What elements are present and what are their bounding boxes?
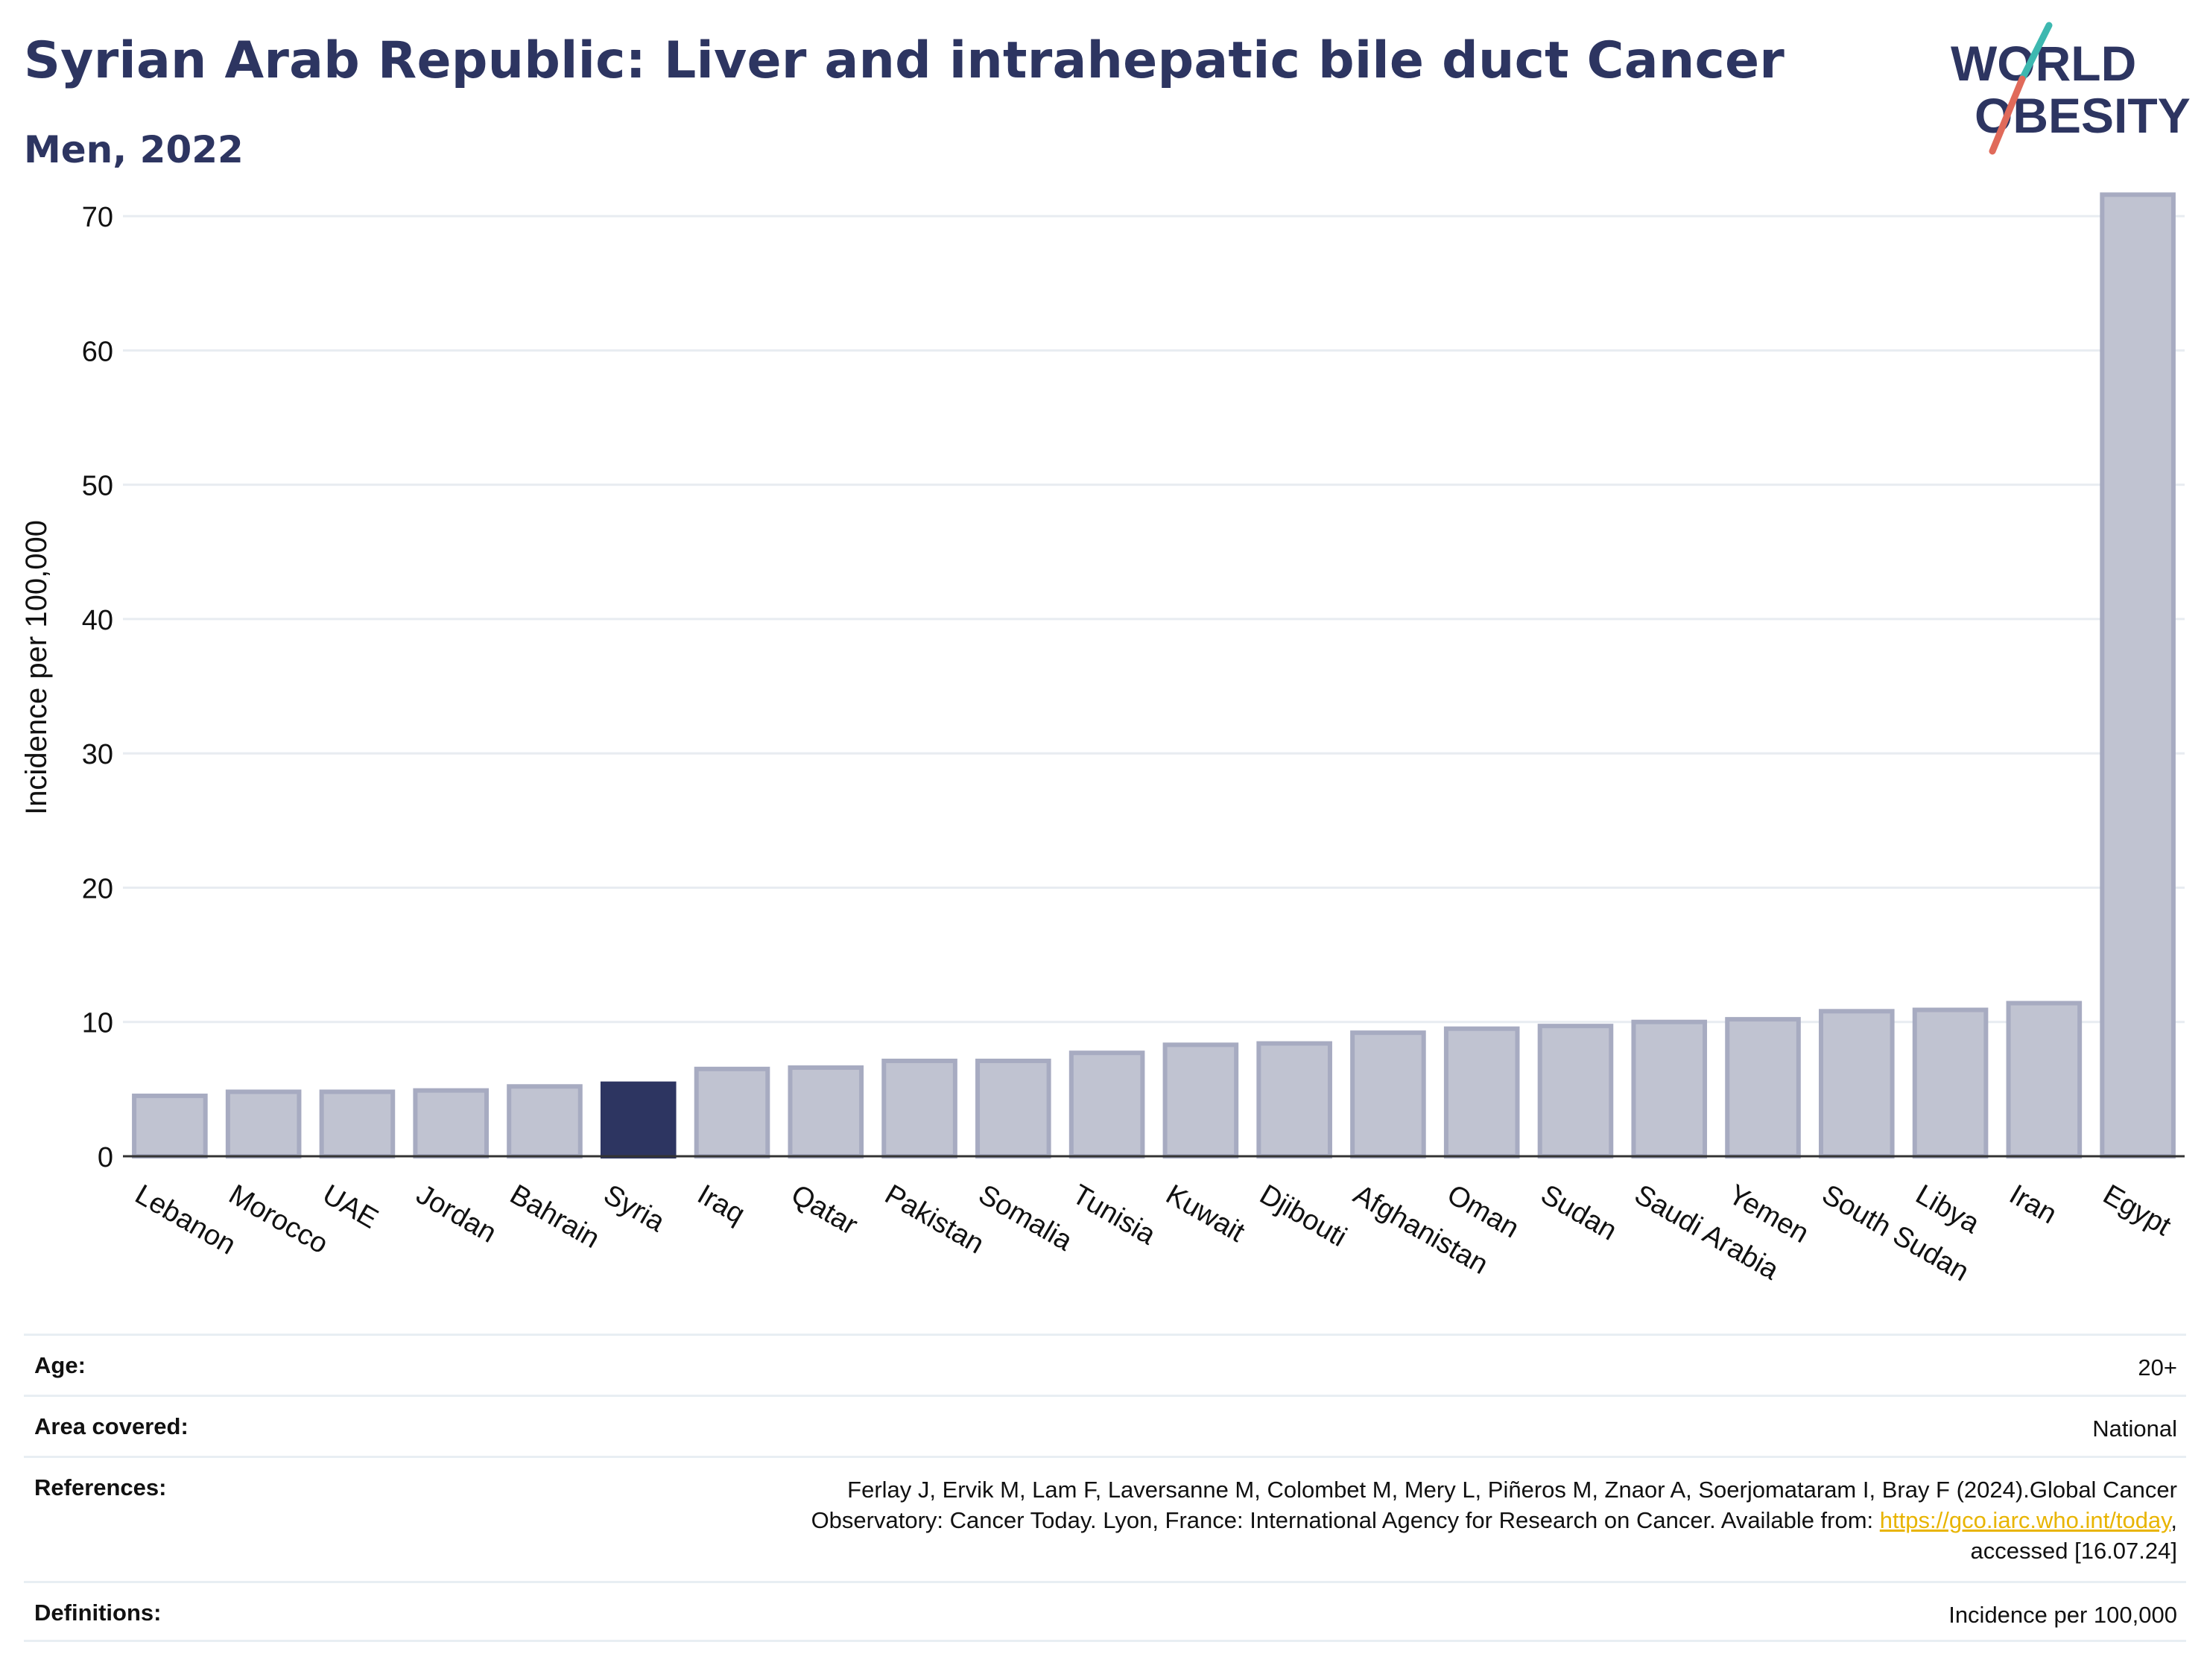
x-tick-label: Somalia	[973, 1179, 1078, 1257]
x-tick-label: Kuwait	[1161, 1179, 1250, 1249]
x-tick-label: Syria	[598, 1179, 671, 1238]
age-value: 20+	[2138, 1354, 2177, 1381]
y-tick-label: 20	[82, 873, 113, 904]
references-line-2: Observatory: Cancer Today. Lyon, France:…	[811, 1507, 1880, 1533]
gridlines	[123, 215, 2185, 1024]
bar-pakistan	[881, 1059, 957, 1158]
meta-row-definitions: Definitions: Incidence per 100,000	[24, 1581, 2186, 1642]
bar-libya	[1912, 1007, 1989, 1158]
x-tick-label: Sudan	[1536, 1179, 1622, 1246]
bar-bahrain	[507, 1084, 583, 1159]
references-value: Ferlay J, Ervik M, Lam F, Laversanne M, …	[811, 1474, 2177, 1566]
bar-qatar	[788, 1065, 864, 1159]
bar-jordan	[413, 1088, 489, 1158]
bar-somalia	[975, 1059, 1051, 1158]
bar-sudan	[1537, 1024, 1614, 1159]
meta-row-references: References: Ferlay J, Ervik M, Lam F, La…	[24, 1456, 2186, 1581]
x-tick-label: Jordan	[411, 1179, 502, 1249]
x-tick-label: Iran	[2004, 1179, 2062, 1230]
bar-iran	[2006, 1001, 2083, 1158]
metadata-table: Age: 20+ Area covered: National Referenc…	[24, 1334, 2186, 1642]
area-label: Area covered:	[34, 1413, 189, 1439]
y-tick-label: 70	[82, 202, 113, 233]
references-line-1: Ferlay J, Ervik M, Lam F, Laversanne M, …	[847, 1477, 2177, 1503]
bar-egypt	[2100, 192, 2176, 1159]
meta-row-age: Age: 20+	[24, 1334, 2186, 1395]
x-tick-label: Djibouti	[1254, 1179, 1352, 1253]
logo-slash-teal	[2018, 22, 2053, 83]
age-label: Age:	[34, 1352, 86, 1378]
y-tick-label: 0	[98, 1142, 113, 1173]
bar-oman	[1443, 1026, 1520, 1159]
x-tick-label: UAE	[317, 1179, 384, 1234]
bar-iraq	[694, 1066, 770, 1158]
bar-lebanon	[132, 1093, 208, 1159]
x-tick-label: Pakistan	[879, 1179, 989, 1260]
y-tick-labels: 0 10 20 30 40 50 60 70	[82, 202, 113, 1173]
y-tick-label: 30	[82, 739, 113, 770]
chart-title: Syrian Arab Republic: Liver and intrahep…	[24, 31, 1785, 90]
bar-afghanistan	[1350, 1030, 1426, 1158]
bar-kuwait	[1162, 1042, 1239, 1158]
bar-syria	[600, 1081, 677, 1159]
logo-word-world: WORLD	[1951, 36, 2136, 91]
definitions-value: Incidence per 100,000	[1948, 1602, 2177, 1628]
bar-tunisia	[1068, 1050, 1145, 1159]
x-tick-label: Morocco	[224, 1179, 333, 1260]
references-line-2-end: ,	[2170, 1507, 2177, 1533]
y-tick-label: 40	[82, 605, 113, 636]
references-line-3: accessed [16.07.24]	[1970, 1538, 2177, 1564]
references-label: References:	[34, 1474, 167, 1500]
y-axis-label: Incidence per 100,000	[20, 520, 53, 815]
x-tick-label: Tunisia	[1067, 1179, 1162, 1251]
y-tick-label: 60	[82, 336, 113, 367]
bars	[132, 192, 2176, 1159]
x-tick-label: Iraq	[692, 1179, 750, 1230]
bar-djibouti	[1256, 1041, 1332, 1159]
references-link[interactable]: https://gco.iarc.who.int/today	[1879, 1507, 2171, 1533]
bar-saudi-arabia	[1631, 1019, 1708, 1158]
chart-subtitle: Men, 2022	[24, 128, 244, 171]
bar-morocco	[225, 1089, 302, 1159]
meta-row-area: Area covered: National	[24, 1395, 2186, 1456]
x-tick-label: Lebanon	[130, 1179, 241, 1261]
definitions-label: Definitions:	[34, 1600, 162, 1626]
bar-uae	[319, 1089, 396, 1159]
y-tick-label: 50	[82, 471, 113, 502]
area-value: National	[2092, 1416, 2177, 1442]
x-tick-label: Qatar	[786, 1179, 864, 1241]
bar-south-sudan	[1819, 1009, 1895, 1159]
y-tick-label: 10	[82, 1008, 113, 1039]
logo-slash-coral	[1989, 75, 2026, 155]
x-tick-label: Bahrain	[504, 1179, 604, 1255]
x-tick-label: Egypt	[2097, 1179, 2176, 1242]
world-obesity-logo: WORLD OBESITY	[1951, 22, 2191, 155]
bar-yemen	[1725, 1017, 1801, 1159]
